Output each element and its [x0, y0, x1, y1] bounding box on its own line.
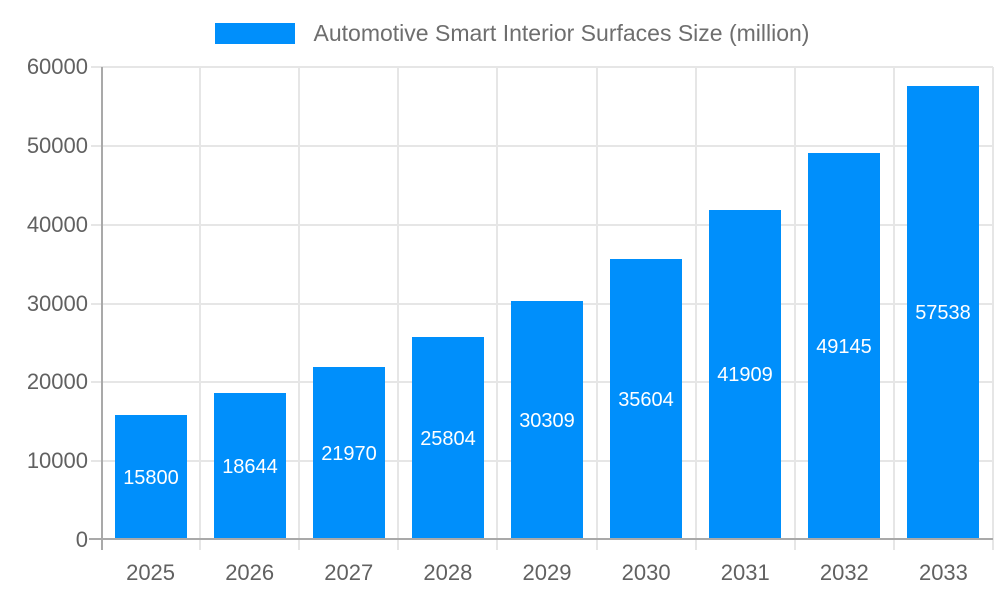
bar-value-label: 18644	[222, 455, 278, 478]
bar-value-label: 49145	[816, 335, 872, 358]
v-gridline	[793, 67, 796, 550]
bar-value-label: 30309	[519, 409, 575, 432]
v-gridline	[892, 67, 895, 550]
v-gridline	[694, 67, 697, 550]
y-axis-tick	[91, 66, 101, 68]
y-axis-label: 30000	[26, 290, 88, 316]
x-axis-label: 2029	[522, 560, 572, 585]
y-axis-tick	[91, 144, 101, 147]
y-axis-tick	[91, 223, 101, 226]
legend: Automotive Smart Interior Surfaces Size …	[12, 19, 1000, 47]
bar-2028[interactable]: 25804	[412, 337, 484, 540]
y-axis-label: 60000	[26, 54, 88, 79]
x-axis-label: 2031	[720, 560, 770, 585]
v-gridline	[298, 67, 301, 550]
y-axis-labels: 0 10000 20000 30000 40000 50000 60000	[0, 54, 88, 552]
y-axis-label: 50000	[26, 132, 88, 158]
x-axis-label: 2030	[621, 560, 671, 585]
bar-2033[interactable]: 57538	[907, 86, 979, 540]
x-axis-label: 2025	[126, 560, 176, 585]
y-axis-line	[101, 67, 103, 550]
legend-swatch	[214, 22, 295, 44]
bar-2032[interactable]: 49145	[808, 153, 880, 540]
h-gridline	[101, 66, 993, 68]
bar-value-label: 41909	[717, 364, 773, 386]
bar-2030[interactable]: 35604	[610, 259, 682, 540]
bar-2026[interactable]: 18644	[214, 393, 286, 540]
x-axis-label: 2032	[819, 560, 869, 585]
y-axis-label: 20000	[26, 369, 88, 395]
bar-value-label: 21970	[321, 442, 377, 465]
y-axis-label: 0	[75, 527, 88, 552]
x-axis-label: 2028	[423, 560, 473, 585]
bar-value-label: 57538	[915, 302, 971, 324]
x-axis-line	[89, 538, 993, 540]
y-axis-label: 40000	[26, 211, 88, 237]
y-axis-tick	[91, 302, 101, 305]
v-gridline	[397, 67, 400, 550]
bar-value-label: 35604	[618, 388, 674, 411]
v-gridline	[199, 67, 202, 550]
y-axis-label: 10000	[26, 448, 88, 474]
bar-value-label: 25804	[420, 427, 476, 450]
h-gridline	[101, 144, 993, 147]
y-axis-tick	[91, 381, 101, 384]
legend-label: Automotive Smart Interior Surfaces Size …	[313, 20, 810, 46]
y-axis-tick	[91, 460, 101, 463]
bar-2029[interactable]: 30309	[511, 301, 583, 540]
bar-2027[interactable]: 21970	[313, 367, 385, 540]
bar-value-label: 15800	[123, 466, 179, 489]
h-gridline	[101, 223, 993, 226]
v-gridline	[595, 67, 598, 550]
plot-area: 15800 18644 21970 25804 30309 35604 41909 49145…	[89, 66, 994, 550]
v-gridline	[496, 67, 499, 550]
x-axis-label: 2027	[324, 560, 374, 585]
x-axis-labels: 2025 2026 2027 2028 2029 2030 2031 2032 2033	[101, 556, 993, 590]
bar-2031[interactable]: 41909	[709, 210, 781, 540]
v-gridline	[992, 67, 994, 550]
bar-2025[interactable]: 15800	[115, 415, 187, 540]
x-axis-label: 2026	[225, 560, 275, 585]
x-axis-label: 2033	[918, 560, 968, 585]
